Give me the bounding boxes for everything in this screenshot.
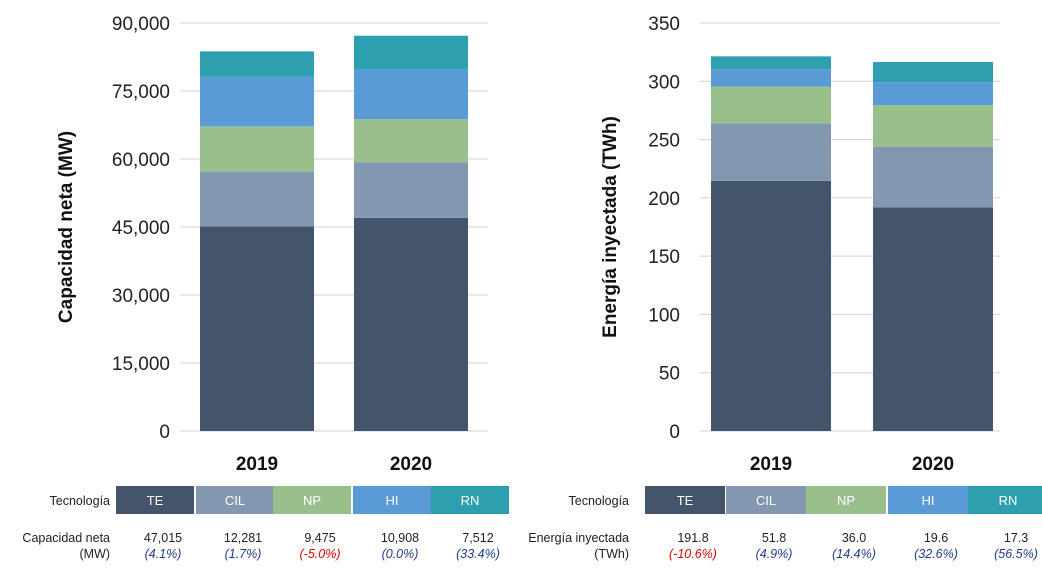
bar-segment-hi-2019 [200,76,314,127]
y-tick-label: 150 [648,247,680,268]
y-tick-label: 60,000 [112,150,170,171]
table-change-te: (4.1%) [145,547,182,561]
table-value-cil: 51.8 [762,531,786,545]
legend-swatch-np [806,486,886,514]
table-header-label: Tecnología [569,494,630,508]
bar-segment-te-2019 [711,180,831,431]
y-tick-label: 30,000 [112,286,170,307]
bar-segment-te-2020 [354,217,468,431]
table-value-rn: 17.3 [1004,531,1028,545]
y-tick-label: 200 [648,189,680,210]
y-tick-label: 75,000 [112,82,170,103]
table-row-unit: (TWh) [594,547,629,561]
bar-segment-rn-2019 [711,56,831,70]
bar-segment-rn-2020 [873,62,993,83]
table-value-hi: 19.6 [924,531,948,545]
table-value-cil: 12,281 [224,531,262,545]
y-tick-label: 90,000 [112,14,170,35]
bar-segment-cil-2020 [873,147,993,208]
legend-label-te: TE [147,493,164,508]
table-change-hi: (0.0%) [382,547,419,561]
table-change-cil: (4.9%) [756,547,793,561]
y-tick-label: 15,000 [112,354,170,375]
y-tick-label: 0 [669,422,680,443]
chart-panel-1: 0 15,000 30,000 45,000 60,000 75,000 90,000 Cap… [22,14,509,561]
legend-label-hi: HI [386,493,399,508]
y-tick-label: 250 [648,131,680,152]
table-change-rn: (56.5%) [994,547,1038,561]
bar-segment-np-2019 [711,86,831,124]
table-value-te: 191.8 [677,531,708,545]
table-change-np: (-5.0%) [300,547,341,561]
bar-segment-rn-2019 [200,51,314,77]
table-row-label: Capacidad neta [22,531,110,545]
bar-segment-hi-2020 [354,69,468,120]
bar-segment-te-2020 [873,207,993,431]
bar-segment-rn-2020 [354,35,468,70]
bar-segment-cil-2020 [354,162,468,218]
table-value-np: 9,475 [304,531,335,545]
legend-label-hi: HI [922,493,935,508]
y-axis-title: Capacidad neta (MW) [56,131,77,323]
table-change-te: (-10.6%) [669,547,717,561]
legend-label-cil: CIL [225,493,245,508]
legend-label-te: TE [677,493,694,508]
legend-swatch-hi [353,486,431,514]
legend-label-rn: RN [461,493,480,508]
y-tick-label: 100 [648,305,680,326]
bar-segment-np-2020 [354,119,468,163]
legend-swatch-rn [968,486,1042,514]
table-change-np: (14.4%) [832,547,876,561]
legend-swatch-cil [726,486,806,514]
table-change-hi: (32.6%) [914,547,958,561]
y-tick-label: 0 [159,422,170,443]
y-tick-label: 300 [648,72,680,93]
legend-swatch-te [645,486,725,514]
bar-segment-hi-2019 [711,69,831,87]
bar-segment-np-2019 [200,126,314,172]
table-row-unit: (MW) [79,547,110,561]
x-category-label: 2019 [236,454,278,475]
legend-label-cil: CIL [756,493,776,508]
table-row-label: Energía inyectada [528,531,629,545]
table-value-te: 47,015 [144,531,182,545]
legend-swatch-np [273,486,351,514]
x-category-label: 2020 [912,454,954,475]
x-category-label: 2019 [750,454,792,475]
legend-label-np: NP [837,493,855,508]
y-tick-label: 350 [648,14,680,35]
x-category-label: 2020 [390,454,432,475]
table-value-rn: 7,512 [462,531,493,545]
legend-label-np: NP [303,493,321,508]
table-value-hi: 10,908 [381,531,419,545]
y-axis-title: Energía inyectada (TWh) [600,116,621,338]
table-change-rn: (33.4%) [456,547,500,561]
chart-panel-2: 0 50 100 150 200 250 300 350 Energía inyectada (… [528,14,1042,561]
y-tick-label: 45,000 [112,218,170,239]
legend-swatch-te [116,486,194,514]
table-value-np: 36.0 [842,531,866,545]
bar-segment-np-2020 [873,105,993,148]
bar-segment-cil-2019 [711,123,831,181]
table-header-label: Tecnología [50,494,111,508]
y-tick-label: 50 [659,364,680,385]
bar-segment-hi-2020 [873,82,993,106]
legend-swatch-cil [196,486,274,514]
table-change-cil: (1.7%) [225,547,262,561]
legend-swatch-rn [431,486,509,514]
legend-swatch-hi [888,486,968,514]
bar-segment-cil-2019 [200,171,314,227]
bar-segment-te-2019 [200,226,314,431]
legend-label-rn: RN [999,493,1018,508]
